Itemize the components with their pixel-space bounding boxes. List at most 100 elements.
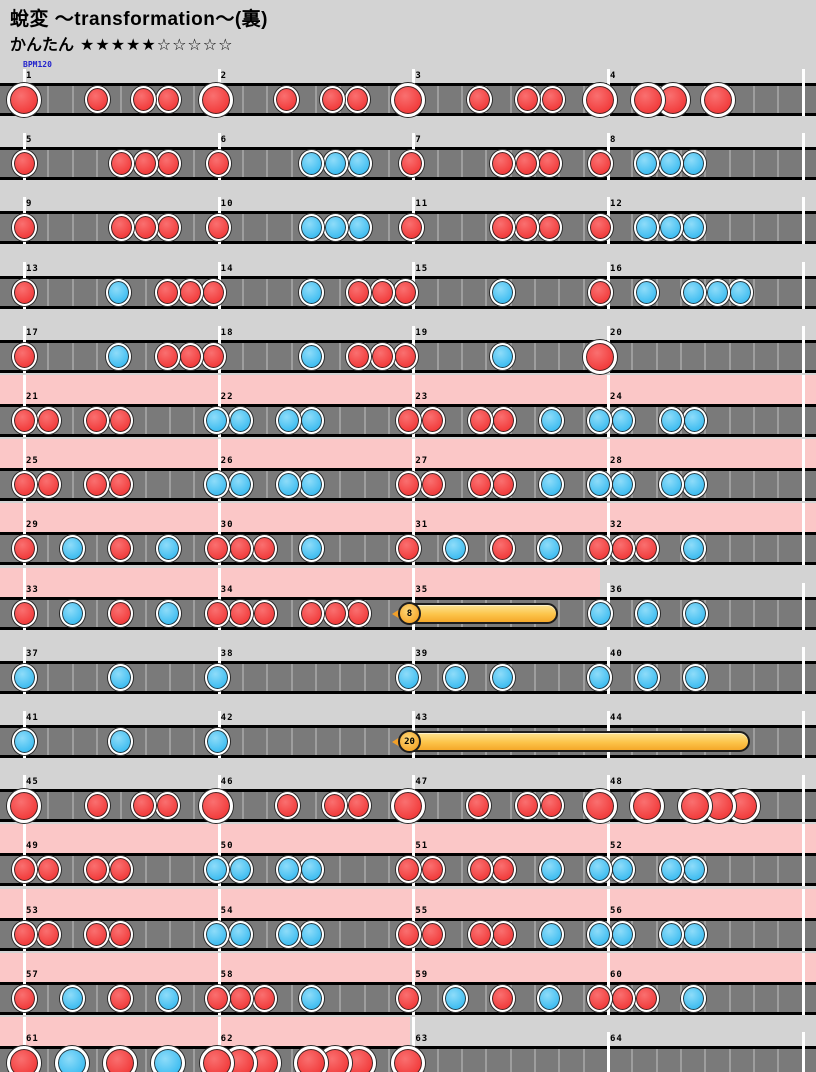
don-note	[154, 792, 180, 819]
don-note	[538, 792, 564, 819]
measure-line	[801, 647, 805, 694]
beat-divider-line	[753, 150, 755, 177]
beat-divider-line	[339, 407, 342, 434]
don-note	[177, 279, 203, 306]
don-note	[11, 600, 37, 627]
don-note	[345, 792, 371, 819]
beat-divider-line	[777, 535, 780, 562]
beat-divider-line	[436, 535, 439, 562]
ka-note	[680, 279, 706, 306]
ka-note	[680, 535, 706, 562]
don-note	[107, 600, 133, 627]
ka-note	[298, 921, 324, 948]
beat-divider-line	[290, 279, 293, 306]
beat-divider-line	[71, 279, 74, 306]
beat-divider-line	[680, 1049, 682, 1072]
beat-divider-line	[47, 343, 50, 370]
gogo-time-band	[0, 375, 816, 404]
ka-note	[609, 921, 635, 948]
ka-note	[105, 279, 131, 306]
beat-divider-line	[728, 343, 731, 370]
beat-divider-line	[193, 728, 196, 755]
don-note	[227, 985, 253, 1012]
don-note	[298, 600, 324, 627]
beat-divider-line	[339, 985, 342, 1012]
ka-note	[704, 279, 730, 306]
measure-number: 34	[220, 585, 234, 595]
beat-divider-line	[485, 535, 488, 562]
ka-note	[681, 856, 707, 883]
beat-divider-line	[242, 728, 244, 755]
beat-divider-line	[144, 471, 147, 498]
don-note	[467, 407, 493, 434]
measure-number: 54	[220, 906, 234, 916]
beat-divider-line	[558, 1049, 561, 1072]
beat-divider-line	[582, 856, 585, 883]
don-note	[107, 985, 133, 1012]
big-don-note	[583, 339, 617, 374]
beat-divider-line	[388, 471, 390, 498]
measure-number: 63	[415, 1034, 429, 1044]
ka-note	[682, 664, 708, 691]
beat-divider-line	[534, 985, 536, 1012]
beat-divider-line	[71, 792, 74, 819]
beat-divider-line	[582, 600, 585, 627]
don-note	[609, 985, 635, 1012]
ka-note	[322, 214, 348, 241]
don-note	[609, 535, 635, 562]
ka-note	[442, 664, 468, 691]
measure-number: 2	[220, 71, 228, 81]
beat-divider-line	[290, 214, 293, 241]
beat-divider-line	[753, 985, 755, 1012]
beat-divider-line	[582, 279, 585, 306]
beat-divider-line	[655, 921, 658, 948]
don-note	[251, 600, 277, 627]
measure-line	[23, 824, 26, 886]
measure-line	[607, 889, 610, 951]
ka-note	[634, 600, 660, 627]
beat-divider-line	[777, 279, 780, 306]
ka-note	[275, 921, 301, 948]
don-note	[586, 535, 612, 562]
don-note	[587, 279, 613, 306]
beat-divider-line	[339, 921, 342, 948]
ka-note	[298, 471, 324, 498]
difficulty-label: かんたん	[10, 37, 75, 54]
measure-line	[23, 953, 26, 1015]
ka-note	[657, 214, 683, 241]
measure-line	[801, 889, 805, 951]
gogo-time-band	[0, 1017, 410, 1046]
don-note	[11, 535, 37, 562]
beat-divider-line	[388, 728, 390, 755]
measure-number: 58	[220, 970, 234, 980]
measure-number: 46	[220, 777, 234, 787]
don-note	[132, 150, 158, 177]
beat-divider-line	[753, 407, 755, 434]
big-don-note	[103, 1045, 137, 1072]
ka-note	[586, 856, 612, 883]
measure-line	[801, 69, 805, 116]
drumroll-notch	[392, 736, 400, 747]
beat-divider-line	[680, 600, 682, 627]
beat-divider-line	[242, 792, 244, 819]
don-note	[11, 471, 37, 498]
beat-divider-line	[388, 214, 390, 241]
big-don-note	[701, 82, 735, 117]
measure-number: 22	[220, 392, 234, 402]
measure-number: 27	[415, 456, 429, 466]
ka-note	[227, 407, 253, 434]
measure-line	[607, 824, 610, 886]
beat-divider-line	[363, 856, 366, 883]
beat-divider-line	[777, 86, 780, 113]
big-don-note	[631, 82, 665, 117]
measure-line	[607, 953, 610, 1015]
beat-divider-line	[777, 985, 780, 1012]
ka-note	[586, 921, 612, 948]
measure-number: 23	[415, 392, 429, 402]
beat-divider-line	[339, 856, 342, 883]
beat-divider-line	[120, 86, 123, 113]
ka-note	[107, 664, 133, 691]
beat-divider-line	[96, 150, 98, 177]
ka-note	[275, 407, 301, 434]
